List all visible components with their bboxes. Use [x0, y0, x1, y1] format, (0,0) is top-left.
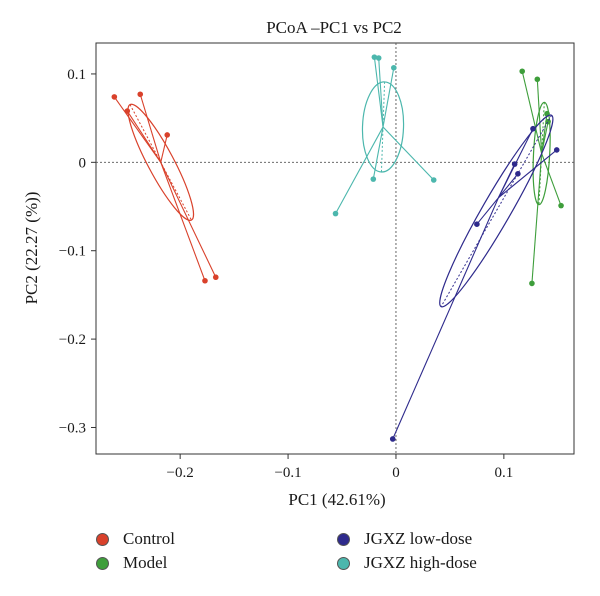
spider-line: [476, 197, 499, 225]
y-tick-label: −0.3: [59, 420, 86, 436]
data-point: [371, 54, 378, 60]
data-point: [553, 147, 560, 153]
y-tick-label: −0.2: [59, 332, 86, 348]
plot-frame: [95, 42, 575, 455]
series-layer: [111, 54, 564, 442]
data-point: [474, 221, 480, 227]
spider-line: [382, 126, 435, 181]
spider-line: [541, 153, 562, 206]
legend-label-jgxz-high-dose: JGXZ high-dose: [364, 553, 477, 572]
legend-item-jgxz-low-dose: JGXZ low-dose: [337, 529, 472, 549]
data-point: [124, 108, 131, 114]
data-point: [137, 91, 144, 98]
data-point: [519, 68, 526, 75]
spider-line: [335, 126, 384, 214]
spider-line: [497, 163, 516, 198]
series-jgxz-low-dose: [389, 114, 560, 442]
x-tick-label: −0.1: [274, 465, 301, 481]
legend-label-model: Model: [123, 553, 168, 572]
spider-line: [521, 71, 543, 154]
data-point: [511, 161, 518, 167]
data-point: [111, 94, 118, 100]
y-tick-label: 0: [79, 155, 87, 171]
x-tick-label: 0: [392, 465, 400, 481]
data-point: [529, 280, 535, 287]
ellipse-axis: [440, 115, 552, 307]
spider-line: [498, 173, 519, 199]
spider-line: [139, 94, 162, 163]
spider-line: [160, 134, 168, 163]
data-point: [332, 210, 339, 217]
legend-marker-jgxz-high-dose: [337, 556, 350, 570]
series-control: [111, 91, 219, 284]
spider-line: [373, 57, 384, 128]
legend-marker-model: [96, 556, 109, 570]
data-point: [389, 436, 396, 442]
y-tick-label: 0.1: [67, 67, 86, 83]
series-model: [519, 68, 564, 287]
legend-item-control: Control: [96, 529, 175, 549]
y-tick-label: −0.1: [59, 244, 86, 260]
legend-label-jgxz-low-dose: JGXZ low-dose: [364, 529, 473, 548]
data-point: [515, 171, 521, 177]
legend-item-model: Model: [96, 553, 167, 573]
spider-line: [382, 67, 395, 128]
data-point: [370, 176, 377, 182]
data-point: [212, 274, 219, 281]
x-tick-label: −0.2: [167, 465, 194, 481]
spider-line: [160, 162, 206, 281]
data-point: [164, 132, 171, 138]
spider-line: [378, 57, 384, 128]
x-tick-label: 0.1: [494, 465, 513, 481]
spider-line: [372, 126, 384, 180]
data-point: [391, 64, 397, 71]
legend-marker-jgxz-low-dose: [337, 532, 350, 546]
legend-label-control: Control: [123, 529, 175, 548]
x-axis-label: PC1 (42.61%): [288, 490, 385, 509]
spider-line: [498, 149, 558, 199]
data-point: [430, 177, 437, 183]
spider-line: [541, 121, 549, 154]
spider-line: [126, 110, 162, 163]
series-jgxz-high-dose: [332, 54, 437, 217]
y-axis-label: PC2 (22.27 (%)): [22, 192, 41, 305]
legend-item-jgxz-high-dose: JGXZ high-dose: [337, 553, 477, 573]
spider-line: [536, 79, 543, 154]
data-point: [375, 55, 382, 61]
legend-marker-control: [96, 532, 109, 546]
data-point: [558, 202, 564, 209]
ellipse-axis: [129, 104, 192, 221]
chart-title: PCoA –PC1 vs PC2: [266, 18, 402, 37]
data-point: [202, 277, 208, 284]
axes-layer: −0.2 −0.1 0 0.1 0.1 0 −0.1 −0.2 −0.3: [59, 43, 574, 481]
data-point: [534, 76, 541, 83]
ellipse-axis: [380, 81, 386, 173]
data-point: [530, 125, 536, 132]
